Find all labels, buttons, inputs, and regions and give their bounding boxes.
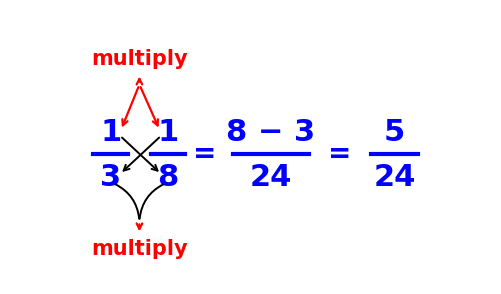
Text: 8: 8 — [157, 163, 178, 192]
Text: multiply: multiply — [91, 239, 187, 259]
Text: 24: 24 — [373, 163, 415, 192]
Text: =: = — [192, 140, 216, 168]
Text: 5: 5 — [383, 118, 404, 146]
Text: 1: 1 — [157, 118, 178, 146]
Text: 24: 24 — [249, 163, 292, 192]
Text: multiply: multiply — [91, 49, 187, 69]
Text: 3: 3 — [100, 163, 121, 192]
Text: =: = — [327, 140, 351, 168]
Text: 1: 1 — [100, 118, 121, 146]
Text: 8 − 3: 8 − 3 — [226, 118, 315, 146]
